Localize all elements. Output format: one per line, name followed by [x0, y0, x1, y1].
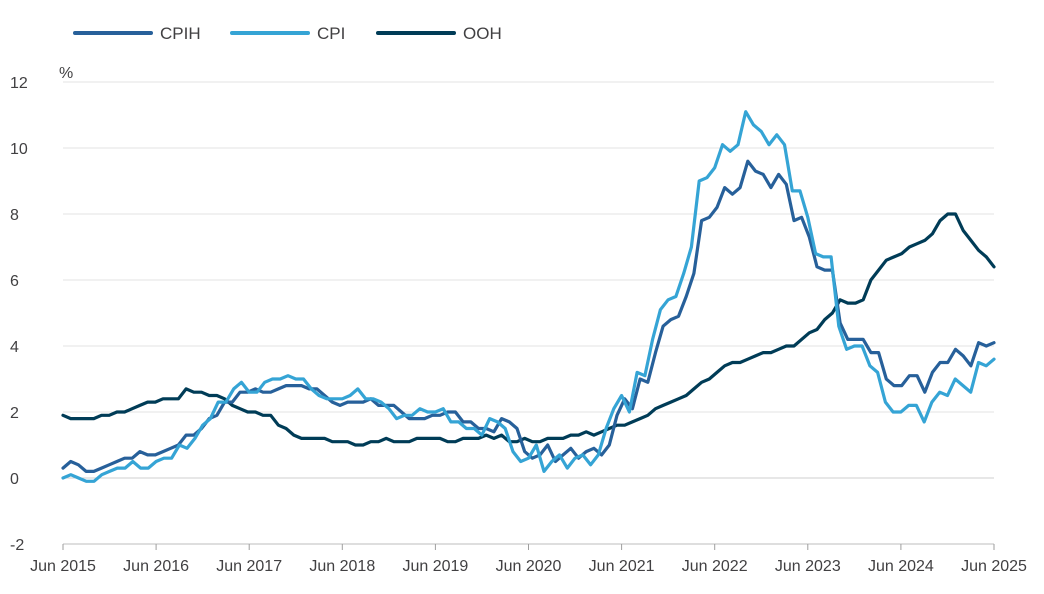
x-tick-label: Jun 2025: [961, 558, 1027, 575]
x-tick-label: Jun 2023: [775, 558, 841, 575]
x-tick-label: Jun 2016: [123, 558, 189, 575]
x-tick-label: Jun 2021: [589, 558, 655, 575]
y-tick-label: 8: [10, 207, 19, 224]
y-tick-label: 4: [10, 339, 19, 356]
x-tick-label: Jun 2018: [309, 558, 375, 575]
series-line-cpi: [61, 110, 996, 483]
x-axis: Jun 2015 Jun 2016 Jun 2017 Jun 2018 Jun 2019…: [30, 543, 1027, 575]
y-axis-unit-label: %: [59, 65, 73, 82]
legend-label-cpi: CPI: [317, 24, 345, 43]
y-tick-label: -2: [10, 537, 24, 554]
series-line-ooh: [61, 212, 996, 447]
legend-label-ooh: OOH: [463, 24, 502, 43]
legend: CPIH CPI OOH: [73, 24, 502, 43]
x-tick-label: Jun 2015: [30, 558, 96, 575]
y-tick-label: 10: [10, 141, 28, 158]
x-tick-label: Jun 2019: [402, 558, 468, 575]
y-tick-label: 2: [10, 405, 19, 422]
legend-label-cpih: CPIH: [160, 24, 201, 43]
y-tick-label: 0: [10, 471, 19, 488]
x-tick-label: Jun 2024: [868, 558, 934, 575]
x-tick-label: Jun 2020: [496, 558, 562, 575]
series-lines: [61, 110, 996, 483]
x-tick-label: Jun 2017: [216, 558, 282, 575]
x-tick-label: Jun 2022: [682, 558, 748, 575]
y-tick-label: 6: [10, 273, 19, 290]
y-tick-label: 12: [10, 75, 28, 92]
gridlines: -2 0 2 4 6 8 10 12: [10, 75, 994, 554]
